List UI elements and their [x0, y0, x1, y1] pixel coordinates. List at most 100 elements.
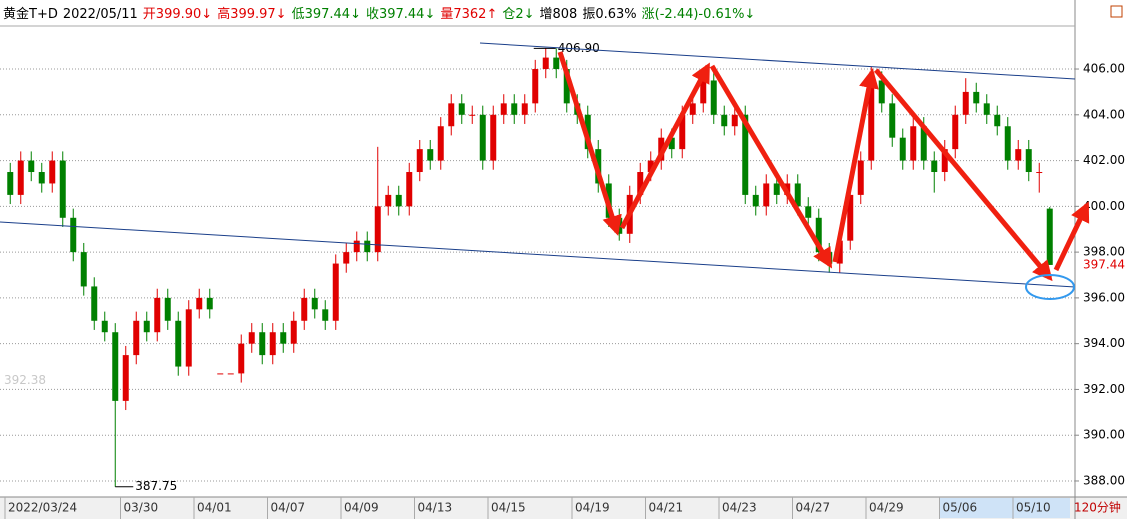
candle-body: [742, 114, 749, 195]
candle-body: [721, 114, 728, 127]
candle-body: [952, 114, 959, 150]
candle-body: [248, 332, 255, 344]
axis-highlight: [940, 498, 1070, 518]
x-tick-label: 04/27: [796, 501, 831, 515]
y-tick-label: 398.00: [1083, 245, 1125, 259]
annotation: 406.90: [558, 41, 600, 55]
y-tick-label: 396.00: [1083, 290, 1125, 304]
x-tick-label: 04/09: [344, 501, 379, 515]
candle-body: [154, 297, 161, 333]
candle-body: [196, 297, 203, 310]
arrow: [874, 68, 1053, 282]
y-tick-label: 406.00: [1083, 62, 1125, 76]
header-item: 仓2↓: [502, 7, 534, 22]
candle-body: [269, 332, 276, 356]
candle-body: [259, 332, 266, 356]
header-item: 涨(-2.44)-0.61%↓: [642, 7, 756, 22]
candle-body: [122, 355, 129, 401]
candle-body: [490, 114, 497, 161]
candle-body: [406, 172, 413, 207]
candle-body: [311, 297, 318, 310]
header-item: 高399.97↓: [217, 6, 286, 22]
header: 黄金T+D 2022/05/11 开399.90↓ 高399.97↓ 低397.44↓ 收…: [3, 6, 755, 22]
time-frame: 120分钟: [1074, 500, 1121, 515]
candle-body: [773, 183, 780, 195]
candle-body: [899, 137, 906, 161]
trend-lines: [0, 42, 1076, 288]
candle-body: [941, 149, 948, 173]
candle-body: [1015, 149, 1022, 161]
header-item: 2022/05/11: [63, 7, 138, 22]
arrow: [619, 62, 711, 230]
candle-body: [1036, 172, 1043, 174]
candle-body: [710, 80, 717, 115]
x-tick-label: 05/06: [943, 501, 978, 515]
candle-body: [532, 69, 539, 104]
candle-body: [836, 240, 843, 264]
x-tick-label: 04/15: [491, 501, 526, 515]
y-tick-label: 404.00: [1083, 107, 1125, 121]
x-tick-label: 04/21: [649, 501, 684, 515]
candle-body: [416, 149, 423, 173]
candle-body: [343, 252, 350, 264]
candle-body: [395, 194, 402, 207]
candle-body: [385, 194, 392, 207]
candle-body: [238, 343, 245, 374]
candle-body: [805, 206, 812, 218]
candle-body: [637, 172, 644, 195]
candle-body: [80, 252, 87, 287]
candle-body: [59, 160, 66, 218]
candle-body: [994, 114, 1001, 127]
corner-icon[interactable]: [1110, 5, 1123, 18]
candle-body: [437, 126, 444, 161]
candle-body: [752, 194, 759, 207]
x-tick-label: 04/01: [197, 501, 232, 515]
header-item: 量7362↑: [440, 7, 497, 22]
x-tick-label: 04/23: [722, 501, 757, 515]
candle-body: [143, 320, 150, 333]
candle-body: [815, 217, 822, 253]
candle-body: [731, 114, 738, 127]
candle-body: [206, 297, 213, 310]
candle-body: [322, 309, 329, 321]
x-tick-label: 04/19: [575, 501, 610, 515]
candle-body: [679, 114, 686, 150]
candle-body: [112, 332, 119, 401]
header-item: 低397.44↓: [292, 7, 361, 22]
header-item: 振0.63%: [582, 7, 636, 22]
candle-body: [217, 373, 224, 375]
candle-body: [763, 183, 770, 207]
candle-body: [175, 320, 182, 367]
header-item: 增808: [540, 7, 578, 22]
candle-body: [427, 149, 434, 161]
candle-body: [511, 103, 518, 115]
candle-body: [931, 160, 938, 173]
candle-body: [500, 103, 507, 115]
candle-body: [227, 373, 234, 375]
candle-body: [1046, 208, 1053, 265]
candle-body: [364, 240, 371, 253]
candle-body: [290, 320, 297, 344]
candle-body: [847, 194, 854, 241]
upper-trend-line: [479, 42, 1076, 80]
x-tick-label: 05/10: [1016, 501, 1051, 515]
header-item: 黄金T+D: [3, 6, 58, 22]
annotation: 397.44: [1083, 257, 1125, 271]
candle-body: [28, 160, 35, 173]
candle-body: [49, 160, 56, 184]
candle-body: [647, 160, 654, 173]
header-item: 收397.44↓: [366, 7, 435, 22]
y-tick-label: 392.00: [1083, 382, 1125, 396]
x-tick-label: 2022/03/24: [8, 501, 77, 515]
wave-arrows: [557, 51, 1090, 282]
candle-body: [973, 91, 980, 104]
candle-body: [521, 103, 528, 115]
arrow: [832, 68, 879, 263]
arrow: [557, 51, 622, 236]
candle-body: [374, 206, 381, 253]
arrow: [1053, 201, 1090, 272]
y-tick-label: 388.00: [1083, 473, 1125, 487]
candle-body: [920, 126, 927, 161]
